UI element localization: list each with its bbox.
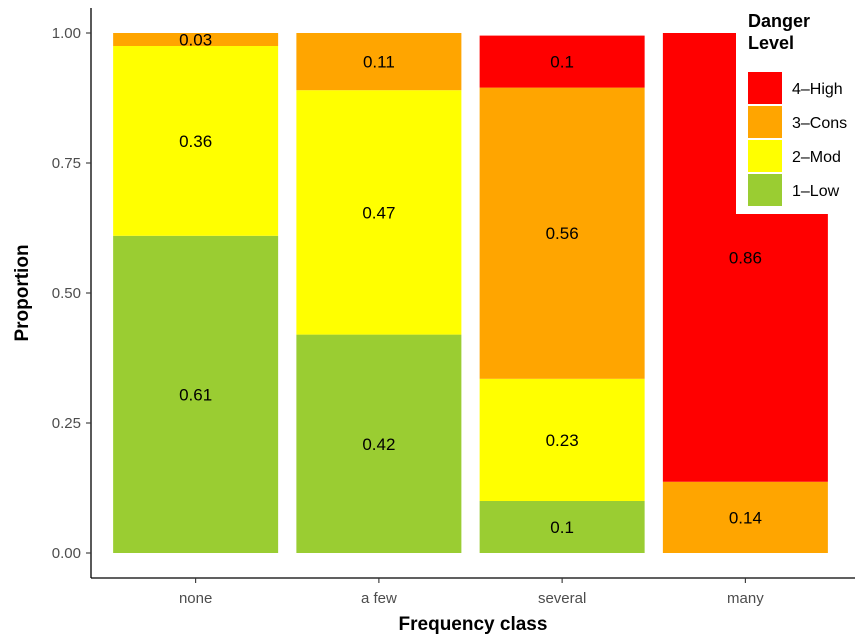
bar-several-1-low <box>479 501 645 553</box>
x-axis-title: Frequency class <box>399 614 548 635</box>
y-tick-label-1: 0.25 <box>52 415 81 432</box>
data-label-none-3-cons: 0.03 <box>179 31 212 50</box>
legend-swatch-1-low <box>748 174 782 206</box>
data-label-many-3-cons: 0.14 <box>729 508 762 527</box>
x-tick-label-a-few: a few <box>361 590 397 607</box>
bar-several-2-mod <box>479 378 645 501</box>
y-axis-title: Proportion <box>12 244 33 341</box>
x-tick-label-several: several <box>538 590 586 607</box>
bar-a-few-2-mod <box>296 90 462 335</box>
x-tick-label-many: many <box>727 590 764 607</box>
y-tick-label-3: 0.75 <box>52 155 81 172</box>
bar-a-few-3-cons <box>296 33 462 91</box>
bar-none-3-cons <box>113 33 279 46</box>
bars-layer <box>113 33 828 554</box>
y-tick-label-4: 1.00 <box>52 25 81 42</box>
data-label-a-few-3-cons: 0.11 <box>363 53 395 72</box>
data-label-none-2-mod: 0.36 <box>179 132 212 151</box>
data-label-many-4-high: 0.86 <box>729 248 762 267</box>
data-label-none-1-low: 0.61 <box>179 385 212 404</box>
data-label-a-few-2-mod: 0.47 <box>362 203 395 222</box>
legend-title-line-1: Level <box>748 33 794 53</box>
bar-none-1-low <box>113 235 279 554</box>
y-tick-label-2: 0.50 <box>52 285 81 302</box>
data-label-several-3-cons: 0.56 <box>546 224 579 243</box>
bar-a-few-1-low <box>296 334 462 553</box>
legend-title-line-0: Danger <box>748 11 810 31</box>
legend-label-4-high: 4–High <box>792 81 843 98</box>
legend-label-1-low: 1–Low <box>792 183 840 200</box>
data-label-several-2-mod: 0.23 <box>546 431 579 450</box>
x-ticks-layer: none a few several many <box>179 578 764 607</box>
bar-none-2-mod <box>113 46 279 236</box>
legend-swatch-3-cons <box>748 106 782 138</box>
legend-label-3-cons: 3–Cons <box>792 115 847 132</box>
y-ticks-layer: 0.00 0.25 0.50 0.75 1.00 <box>52 25 91 562</box>
legend-swatch-2-mod <box>748 140 782 172</box>
x-tick-label-none: none <box>179 590 212 607</box>
bar-several-3-cons <box>479 87 645 379</box>
bar-many-3-cons <box>662 481 828 553</box>
data-label-a-few-1-low: 0.42 <box>362 435 395 454</box>
bar-labels-layer: 0.61 0.36 0.03 0.42 0.47 0.11 0.1 0.23 0.56 0.1 0.… <box>179 31 762 538</box>
data-label-several-4-high: 0.1 <box>550 53 574 72</box>
data-label-several-1-low: 0.1 <box>550 518 574 537</box>
y-tick-label-0: 0.00 <box>52 545 81 562</box>
legend-swatch-4-high <box>748 72 782 104</box>
legend-label-2-mod: 2–Mod <box>792 149 841 166</box>
bar-several-4-high <box>479 35 645 88</box>
